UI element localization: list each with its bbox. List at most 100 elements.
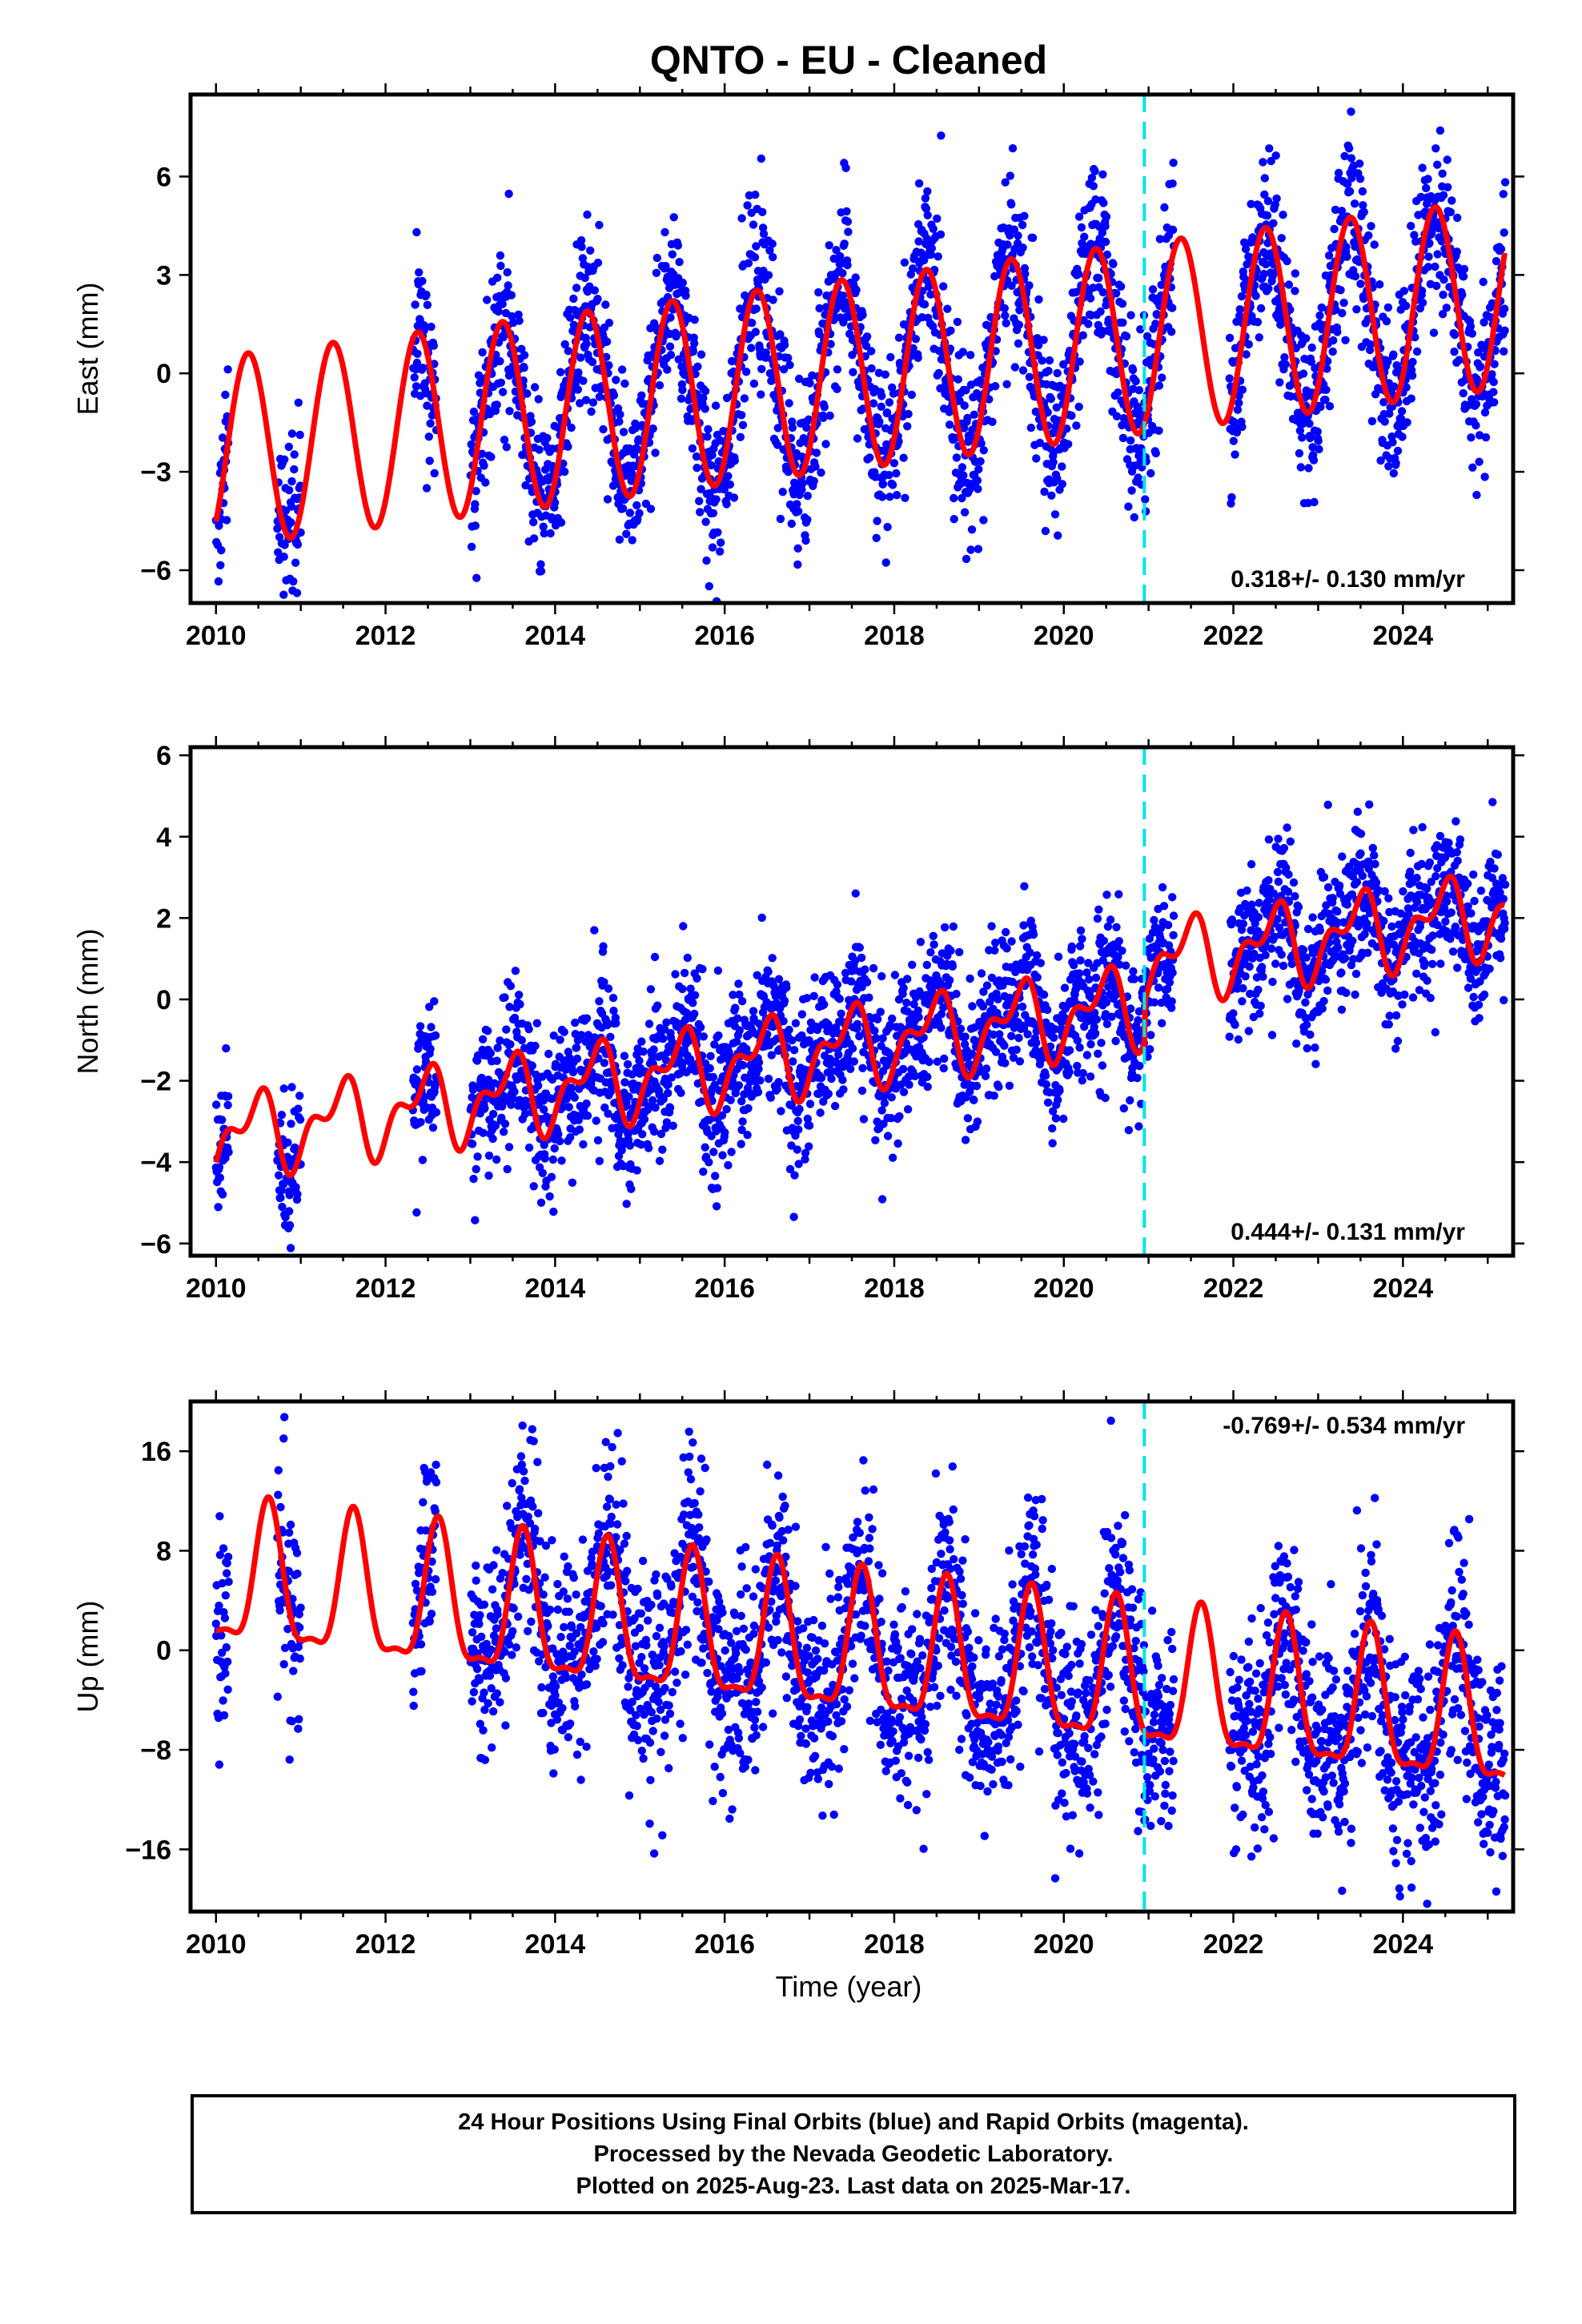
east-point (1281, 360, 1291, 369)
east-point (1021, 269, 1030, 279)
east-point (1391, 459, 1400, 468)
north-point (1118, 947, 1126, 955)
east-point (1041, 526, 1050, 536)
north-point (749, 1007, 758, 1015)
east-point (1489, 388, 1498, 396)
east-point (1259, 158, 1267, 167)
east-point (869, 399, 878, 408)
east-point (920, 300, 930, 309)
north-point (592, 1116, 600, 1125)
east-fit-curve (213, 203, 1508, 541)
east-point (496, 261, 505, 271)
north-point (1158, 1019, 1166, 1027)
north-point (961, 1032, 970, 1041)
east-point (1435, 126, 1445, 135)
east-point (885, 398, 894, 407)
east-point (496, 356, 504, 366)
east-point (215, 521, 223, 530)
east-point (926, 250, 936, 259)
east-point (1155, 235, 1165, 243)
north-point (1000, 1041, 1009, 1051)
east-point (773, 440, 782, 449)
east-point (977, 439, 986, 448)
east-point (1064, 440, 1073, 448)
east-point (943, 304, 952, 313)
east-point (1403, 418, 1411, 427)
east-point (634, 435, 643, 444)
east-point (1412, 347, 1422, 356)
east-point (794, 374, 804, 384)
east-point (1002, 319, 1010, 328)
north-point (612, 1019, 620, 1028)
y-tick-label: 6 (156, 162, 171, 192)
east-point (677, 394, 686, 403)
east-point (1025, 372, 1034, 381)
north-point (795, 1104, 804, 1114)
north-point (638, 1130, 647, 1139)
east-point (1134, 473, 1142, 482)
east-point (722, 500, 731, 509)
east-point (545, 472, 554, 481)
east-point (862, 332, 872, 341)
east-point (1102, 212, 1111, 221)
east-point (543, 433, 552, 443)
north-point (1085, 975, 1094, 984)
north-point (837, 1009, 845, 1019)
east-point (724, 472, 733, 480)
north-point (721, 1128, 729, 1137)
east-point (738, 420, 748, 429)
east-point (851, 273, 860, 282)
north-point (1073, 1036, 1082, 1045)
north-point (869, 963, 878, 973)
east-point (696, 508, 705, 517)
north-point (627, 1184, 636, 1193)
east-point (894, 333, 904, 342)
east-point (1313, 427, 1322, 436)
east-point (1131, 376, 1140, 386)
east-point (878, 480, 888, 489)
east-point (588, 398, 598, 407)
north-point (1060, 983, 1070, 992)
east-point (604, 319, 614, 328)
north-point (215, 1173, 225, 1182)
east-point (535, 445, 544, 454)
east-point (471, 521, 480, 530)
north-point (277, 1111, 287, 1120)
north-point (604, 984, 613, 993)
east-point (942, 384, 951, 393)
north-point (871, 1136, 880, 1145)
east-point (730, 456, 739, 465)
north-point (851, 889, 860, 898)
north-point (968, 1002, 977, 1011)
north-point (582, 1014, 592, 1023)
north-point (218, 1116, 227, 1124)
north-point (865, 993, 873, 1002)
east-point (1458, 291, 1467, 300)
north-point (768, 954, 777, 963)
north-point (549, 1207, 558, 1216)
east-point (1439, 290, 1447, 300)
north-point (793, 1116, 802, 1126)
east-point (1347, 107, 1355, 116)
east-point (1382, 317, 1391, 326)
east-point (778, 488, 787, 497)
north-point (488, 1134, 497, 1144)
north-point (223, 1092, 233, 1101)
east-point (1026, 424, 1036, 432)
north-point (503, 1164, 512, 1174)
east-point (593, 295, 602, 304)
east-point (893, 491, 901, 500)
north-point (895, 1112, 904, 1121)
east-point (921, 194, 930, 203)
east-point (1323, 364, 1331, 373)
north-point (427, 1023, 436, 1031)
east-point (1047, 491, 1056, 500)
east-point (909, 344, 917, 353)
east-point (1468, 463, 1477, 472)
north-point (536, 1198, 546, 1208)
east-point (422, 484, 432, 493)
east-point (1118, 300, 1127, 308)
east-point (287, 476, 296, 486)
east-point (750, 253, 760, 262)
east-point (958, 463, 967, 472)
